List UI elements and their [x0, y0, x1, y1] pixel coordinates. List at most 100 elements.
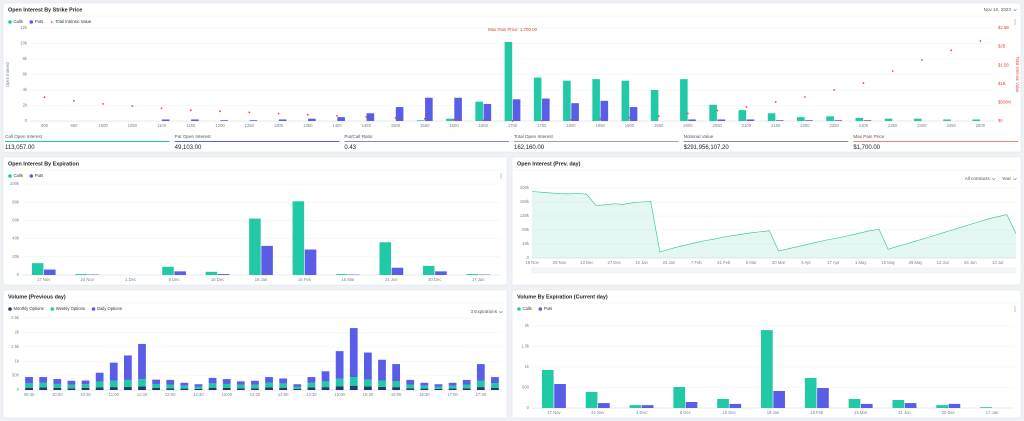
bar: [337, 117, 345, 121]
scatter-point: [248, 111, 251, 114]
bar: [261, 245, 273, 275]
bar-segment: [208, 387, 217, 390]
bar: [980, 407, 992, 408]
legend-swatch: [29, 174, 34, 178]
x-tick-label: 1900: [625, 123, 635, 128]
bar-segment: [476, 387, 485, 390]
dropdown[interactable]: Year: [1002, 176, 1012, 181]
x-tick-label: 2000: [683, 123, 693, 128]
x-tick-label: 15 Mar: [341, 277, 355, 282]
bar: [512, 99, 521, 121]
scatter-point: [160, 107, 163, 110]
panel: [511, 156, 1022, 286]
bar-segment: [307, 377, 316, 383]
bar-segment: [67, 388, 76, 390]
menu-dot[interactable]: [1014, 21, 1016, 23]
bar: [761, 330, 773, 408]
y-tick-label: 20k: [12, 254, 20, 259]
x-tick-label: 21 Jun: [898, 410, 911, 415]
bar-segment: [25, 377, 33, 384]
bar-segment: [180, 382, 189, 386]
y2-tick-label: $0: [998, 118, 1003, 123]
x-tick-label: 1450: [362, 123, 372, 128]
bar: [466, 274, 478, 275]
menu-dot[interactable]: [1014, 19, 1016, 21]
menu-dot[interactable]: [500, 173, 502, 175]
bar: [563, 80, 571, 121]
menu-dot[interactable]: [1014, 23, 1016, 25]
bar-segment: [95, 372, 104, 382]
bar-segment: [406, 388, 415, 390]
scatter-point: [102, 102, 105, 105]
panel-title: Volume By Expiration (Current day): [517, 294, 608, 300]
menu-dot[interactable]: [1014, 310, 1016, 312]
x-tick-label: 1350: [303, 123, 313, 128]
bar-segment: [208, 383, 217, 388]
panel-title: Volume (Previous day): [8, 294, 66, 300]
bar: [685, 402, 698, 408]
menu-dot[interactable]: [500, 177, 502, 179]
bar: [860, 403, 873, 408]
bar-segment: [67, 384, 76, 389]
bar-segment: [349, 377, 358, 386]
y2-tick-label: $2B: [998, 44, 1006, 49]
y-tick-label: 2k: [15, 330, 20, 335]
bar-segment: [491, 387, 499, 390]
legend-label: Puts: [35, 19, 43, 24]
bar-segment: [321, 381, 330, 388]
stat-label: Notional Value: [684, 134, 714, 139]
x-tick-label: 15 Nov: [525, 260, 539, 265]
dropdown[interactable]: All contracts: [965, 176, 991, 181]
x-tick-label: 20 Mar: [772, 260, 786, 265]
bar-segment: [124, 386, 132, 390]
x-tick-label: 27 Dec: [608, 260, 621, 265]
legend-swatch: [29, 20, 34, 24]
bar-segment: [434, 386, 443, 389]
x-tick-label: 17 Nov: [547, 410, 561, 415]
bar-segment: [222, 383, 231, 388]
menu-dot[interactable]: [500, 175, 502, 177]
x-tick-label: 1000: [98, 123, 108, 128]
bar-segment: [124, 355, 132, 380]
range-navigator[interactable]: [531, 267, 1017, 274]
x-tick-label: 2100: [742, 123, 752, 128]
x-tick-label: 20 Dec: [942, 410, 955, 415]
scatter-point: [482, 119, 485, 122]
bar-segment: [152, 383, 160, 388]
y-tick-label: 100k: [10, 181, 20, 186]
bar-segment: [448, 385, 457, 389]
bar: [592, 79, 600, 121]
legend-swatch: [8, 307, 12, 311]
x-tick-label: 1 May: [855, 260, 867, 265]
x-tick-label: 21 Jun: [385, 277, 398, 282]
scatter-point: [277, 112, 280, 115]
bar: [191, 119, 199, 121]
menu-dot[interactable]: [1014, 308, 1016, 310]
legend-label: Calls: [14, 19, 23, 24]
bar-segment: [448, 382, 457, 386]
bar-segment: [349, 328, 358, 378]
annotation: Max Pain Price: 1,700.00: [488, 27, 538, 32]
bar: [504, 41, 513, 122]
x-tick-label: 2150: [771, 123, 781, 128]
bar: [817, 387, 829, 408]
bar: [863, 120, 872, 121]
bar-segment: [208, 377, 217, 384]
bar-segment: [95, 381, 104, 388]
bar: [174, 271, 186, 275]
scatter-point: [306, 113, 309, 116]
y-tick-label: 6k: [23, 72, 28, 77]
y2-tick-label: $1B: [998, 81, 1006, 86]
bar-segment: [279, 387, 288, 390]
x-tick-label: 1800: [566, 123, 576, 128]
bar-segment: [138, 379, 146, 387]
x-tick-label: 2500: [976, 123, 986, 128]
bar: [435, 271, 447, 275]
legend-label: Calls: [523, 306, 532, 311]
bar: [366, 113, 375, 121]
bar-segment: [293, 384, 302, 387]
menu-dot[interactable]: [1014, 306, 1016, 308]
date-picker[interactable]: Nov 10, 2023: [984, 7, 1012, 12]
dropdown[interactable]: 3 Expirations: [470, 309, 497, 314]
scatter-point: [950, 49, 953, 52]
